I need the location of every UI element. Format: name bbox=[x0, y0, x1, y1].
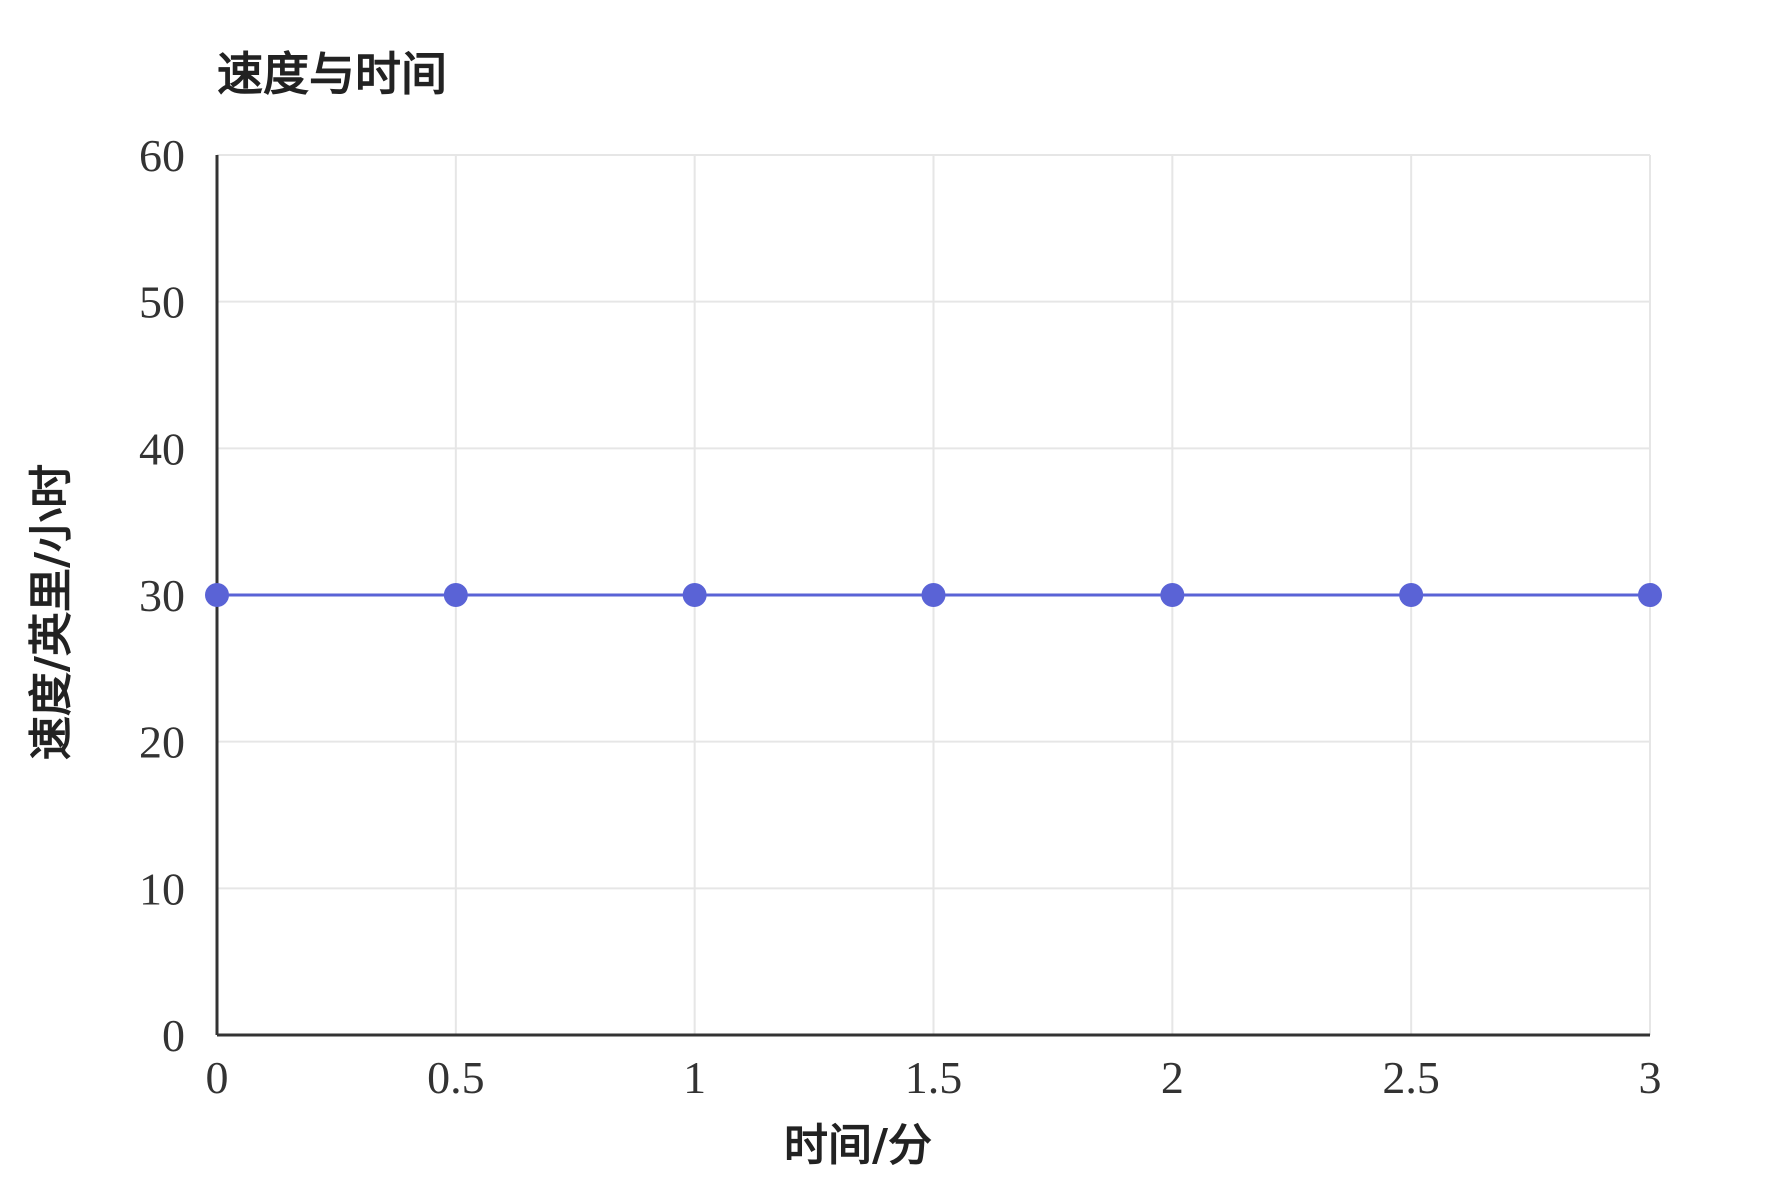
data-point bbox=[921, 583, 946, 607]
y-tick-label: 30 bbox=[139, 570, 185, 621]
x-tick-label: 3 bbox=[1639, 1052, 1662, 1103]
data-point bbox=[443, 583, 468, 607]
data-point bbox=[1399, 583, 1424, 607]
y-tick-label: 60 bbox=[139, 130, 185, 181]
y-tick-label: 20 bbox=[139, 717, 185, 768]
y-tick-label: 10 bbox=[139, 863, 185, 914]
x-tick-label: 0.5 bbox=[427, 1052, 485, 1103]
x-tick-label: 1.5 bbox=[905, 1052, 963, 1103]
tick-labels: 0 10 20 30 40 50 60 0 0.5 1 1.5 2 2.5 3 bbox=[139, 130, 1662, 1103]
data-point bbox=[1638, 583, 1662, 607]
y-tick-label: 50 bbox=[139, 277, 185, 328]
x-tick-label: 2.5 bbox=[1382, 1052, 1440, 1103]
chart-title: 速度与时间 bbox=[217, 47, 447, 101]
y-tick-label: 40 bbox=[139, 423, 185, 474]
data-point bbox=[205, 583, 229, 607]
x-tick-label: 1 bbox=[683, 1052, 706, 1103]
data-point bbox=[682, 583, 707, 607]
x-tick-label: 0 bbox=[206, 1052, 229, 1103]
y-axis-label: 速度/英里/小时 bbox=[26, 464, 77, 760]
x-tick-label: 2 bbox=[1161, 1052, 1184, 1103]
x-axis-label: 时间/分 bbox=[784, 1120, 932, 1171]
data-point bbox=[1160, 583, 1185, 607]
y-tick-label: 0 bbox=[162, 1010, 185, 1061]
data-series bbox=[205, 583, 1662, 607]
